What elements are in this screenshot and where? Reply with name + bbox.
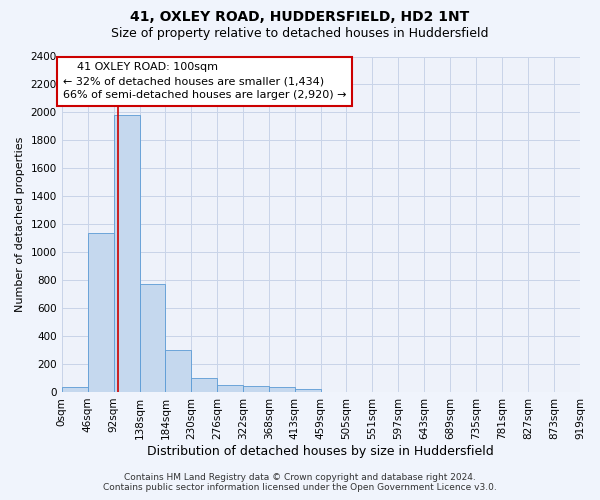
Text: Size of property relative to detached houses in Huddersfield: Size of property relative to detached ho… [111,28,489,40]
Bar [269,387,295,392]
Text: 41, OXLEY ROAD, HUDDERSFIELD, HD2 1NT: 41, OXLEY ROAD, HUDDERSFIELD, HD2 1NT [130,10,470,24]
Text: Contains HM Land Registry data © Crown copyright and database right 2024.
Contai: Contains HM Land Registry data © Crown c… [103,473,497,492]
Bar [62,387,88,392]
Bar [191,378,217,392]
Bar [113,115,140,392]
Bar [140,284,166,392]
X-axis label: Distribution of detached houses by size in Huddersfield: Distribution of detached houses by size … [148,444,494,458]
Bar [243,386,269,392]
Text: 41 OXLEY ROAD: 100sqm
← 32% of detached houses are smaller (1,434)
66% of semi-d: 41 OXLEY ROAD: 100sqm ← 32% of detached … [63,62,346,100]
Y-axis label: Number of detached properties: Number of detached properties [15,136,25,312]
Bar [295,389,320,392]
Bar [166,350,191,392]
Bar [217,386,243,392]
Bar [88,234,113,392]
